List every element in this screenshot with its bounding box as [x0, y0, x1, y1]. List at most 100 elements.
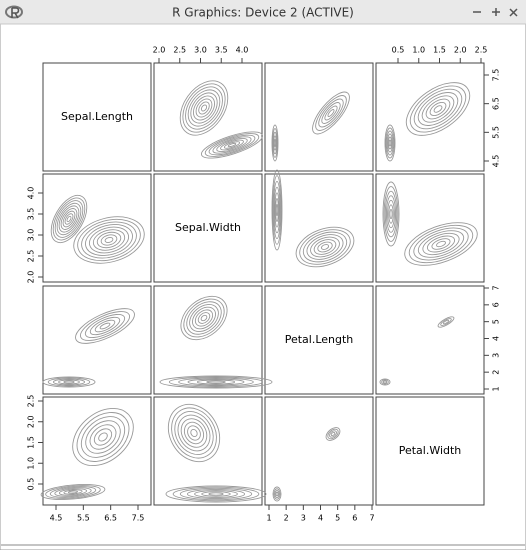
minimize-button[interactable] [470, 5, 484, 19]
tick-label: 5.5 [492, 126, 501, 139]
contour-line [404, 222, 478, 266]
tick-label: 3 [492, 353, 501, 358]
contour-line [58, 379, 80, 385]
contour-line [186, 488, 246, 500]
contour-line [433, 105, 443, 113]
tick-label: 4.5 [50, 514, 63, 523]
contour-line [201, 491, 231, 497]
contour-line [92, 229, 126, 251]
variable-label: Sepal.Length [61, 110, 133, 123]
contour-line [200, 104, 208, 112]
contour-line [180, 418, 208, 448]
contour-line [273, 135, 277, 151]
contour-line [379, 378, 391, 386]
contour-line [417, 230, 465, 258]
contour-line [174, 411, 214, 455]
contour-line [382, 380, 388, 384]
contour-line [66, 215, 72, 223]
maximize-button[interactable] [489, 5, 503, 19]
contour-line [325, 427, 341, 441]
panel [42, 62, 152, 172]
contour-line [198, 101, 210, 115]
contour-line [93, 428, 113, 446]
contour-line [45, 485, 101, 499]
contour-line [274, 192, 280, 228]
contour-line [324, 105, 338, 121]
contour-line [159, 375, 273, 389]
contour-line [100, 234, 118, 246]
contour-line [272, 486, 282, 502]
panel [264, 173, 374, 283]
contour-line [40, 484, 106, 500]
panel [153, 396, 263, 506]
tick-label: 3.5 [27, 208, 36, 221]
contour-line [208, 134, 256, 156]
contour-line [413, 227, 469, 261]
app-icon [5, 5, 23, 19]
tick-label: 5.5 [77, 514, 90, 523]
contour-line [72, 407, 134, 467]
contour-line [167, 403, 221, 463]
tick-label: 2.0 [27, 415, 36, 428]
tick-label: 5 [335, 514, 340, 523]
contour-line [177, 414, 211, 452]
tick-label: 2.5 [27, 250, 36, 263]
contour-line [275, 198, 279, 222]
contour-line [405, 82, 471, 136]
contour-line [104, 236, 114, 244]
contour-line [62, 210, 76, 228]
tick-label: 2.0 [27, 271, 36, 284]
contour-line [388, 139, 392, 147]
contour-line [383, 186, 399, 242]
tick-label: 1.0 [27, 457, 36, 470]
contour-line [273, 138, 277, 148]
contour-line [179, 487, 253, 501]
tick-label: 3.5 [215, 46, 228, 55]
pairs-plot: Sepal.Length Sepal.Width Petal.Length Petal… [27, 46, 501, 523]
tick-label: 4.5 [492, 155, 501, 168]
contour-line [54, 200, 84, 238]
variable-label: Petal.Width [399, 444, 462, 457]
tick-label: 1.0 [412, 46, 425, 55]
tick-label: 7 [492, 285, 501, 290]
contour-line [408, 224, 474, 264]
contour-line [426, 235, 456, 253]
contour-line [165, 485, 267, 503]
contour-line [208, 492, 224, 496]
contour-line [99, 322, 111, 330]
tick-label: 3.0 [27, 229, 36, 242]
contour-line [98, 432, 108, 442]
contour-line [47, 377, 91, 387]
tick-label: 4.0 [236, 46, 249, 55]
contour-line [67, 490, 79, 494]
contour-line [384, 190, 398, 238]
contour-line [389, 208, 393, 220]
contour-line [421, 95, 455, 123]
contour-line [183, 298, 225, 338]
contour-line [168, 376, 264, 388]
contour-line [272, 180, 282, 240]
contour-line [382, 181, 400, 247]
window-title: R Graphics: Device 2 (ACTIVE) [172, 6, 354, 20]
contour-line [63, 489, 83, 495]
contour-line [295, 226, 355, 268]
contour-line [85, 224, 133, 256]
contour-line [192, 95, 216, 121]
contour-line [187, 378, 245, 386]
contour-line [52, 378, 86, 386]
contour-line [271, 124, 279, 162]
contour-line [431, 238, 451, 250]
contour-line [385, 195, 397, 233]
close-button[interactable] [507, 5, 521, 19]
tick-label: 3 [301, 514, 306, 523]
contour-line [182, 83, 226, 133]
tick-label: 5 [492, 319, 501, 324]
contour-line [96, 231, 122, 249]
panel [264, 285, 374, 395]
contour-line [190, 428, 198, 438]
tick-label: 4.0 [27, 187, 36, 200]
panel [264, 62, 374, 172]
contour-line [385, 127, 395, 159]
contour-line [200, 314, 208, 322]
